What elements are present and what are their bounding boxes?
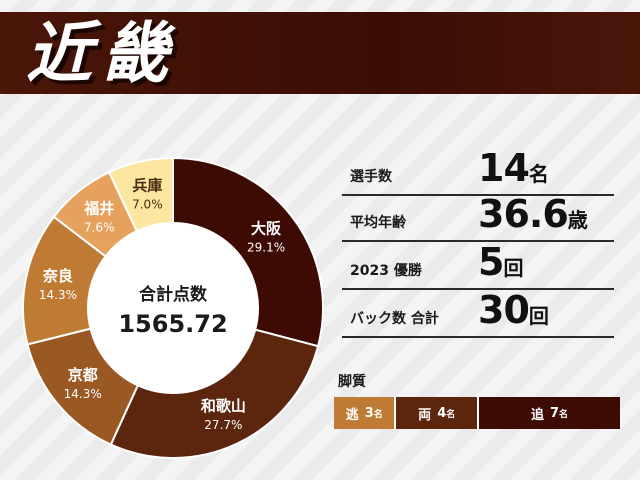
slice-name-label: 兵庫 <box>132 176 162 194</box>
leg-unit: 名 <box>559 409 569 420</box>
stat-row-back-total: バック数 合計 30回 <box>342 288 614 338</box>
stat-unit: 回 <box>528 304 549 328</box>
leg-count-number: 3 <box>364 405 374 421</box>
slice-percent-label: 14.3% <box>64 387 102 401</box>
slice-name-label: 奈良 <box>42 267 73 285</box>
center-value: 1565.72 <box>118 310 227 338</box>
leg-count-number: 7 <box>549 405 560 421</box>
slice-name-label: 大阪 <box>251 219 282 237</box>
title-banner: 近畿 <box>0 12 640 94</box>
stat-value: 5回 <box>478 240 523 290</box>
stat-label: 2023 優勝 <box>350 263 422 279</box>
slice-percent-label: 27.7% <box>204 418 242 432</box>
slice-percent-label: 7.0% <box>132 197 163 211</box>
donut-chart: 合計点数 1565.72 大阪 29.1% 和歌山 27.7% 京都 14.3% 奈良 14.… <box>22 156 324 459</box>
leg-name: 追 <box>530 407 544 423</box>
stat-label: 平均年齢 <box>350 215 406 231</box>
slice-percent-label: 29.1% <box>247 240 285 254</box>
leg-segment-oi: 追 7名 <box>479 397 620 429</box>
stat-number: 30 <box>478 288 530 332</box>
leg-count: 7名 <box>550 406 568 421</box>
stat-value: 36.6歳 <box>478 192 588 242</box>
slice-percent-label: 14.3% <box>39 288 77 302</box>
donut-hole <box>88 223 258 393</box>
stat-unit: 名 <box>528 162 549 186</box>
center-label: 合計点数 <box>139 284 208 305</box>
stat-unit: 回 <box>503 256 524 280</box>
leg-name: 両 <box>418 407 432 423</box>
stat-number: 36.6 <box>478 192 569 236</box>
leg-unit: 名 <box>446 409 456 420</box>
stat-label: バック数 合計 <box>350 311 439 327</box>
leg-count-number: 4 <box>437 405 447 421</box>
stat-unit: 歳 <box>567 208 588 232</box>
stat-number: 14 <box>478 146 530 190</box>
kyakushitsu-bar: 逃 3名 両 4名 追 7名 <box>334 397 620 429</box>
slice-name-label: 和歌山 <box>201 397 246 415</box>
stat-row-wins-2023: 2023 優勝 5回 <box>342 240 614 290</box>
slice-name-label: 福井 <box>83 200 114 218</box>
leg-count: 4名 <box>437 406 455 421</box>
stat-row-average-age: 平均年齢 36.6歳 <box>342 192 614 242</box>
stat-label: 選手数 <box>350 169 392 185</box>
leg-segment-ryou: 両 4名 <box>396 397 479 429</box>
stat-value: 30回 <box>478 288 549 338</box>
region-title: 近畿 <box>26 15 178 92</box>
stat-value: 14名 <box>478 146 549 196</box>
leg-count: 3名 <box>365 406 383 421</box>
kyakushitsu-title: 脚質 <box>338 374 366 390</box>
stat-row-players: 選手数 14名 <box>342 146 614 196</box>
slice-name-label: 京都 <box>68 366 98 384</box>
stat-number: 5 <box>478 240 504 284</box>
leg-unit: 名 <box>373 409 383 420</box>
slice-percent-label: 7.6% <box>84 221 115 235</box>
leg-segment-nige: 逃 3名 <box>334 397 397 429</box>
leg-name: 逃 <box>345 407 359 423</box>
